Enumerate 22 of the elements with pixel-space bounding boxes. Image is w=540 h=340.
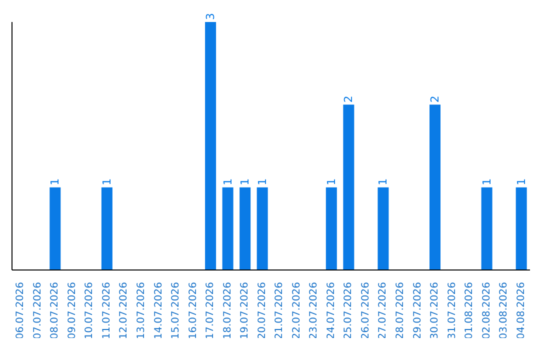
data-label: 2 xyxy=(428,96,442,103)
data-label: 1 xyxy=(100,178,114,186)
x-tick-label: 10.07.2026 xyxy=(84,282,96,340)
x-tick-label: 14.07.2026 xyxy=(153,282,164,340)
data-label: 1 xyxy=(221,178,234,186)
data-label: 1 xyxy=(376,178,390,186)
data-label: 1 xyxy=(256,178,269,186)
data-label: 3 xyxy=(204,13,218,20)
x-tick-label: 19.07.2026 xyxy=(240,282,251,340)
data-label: 1 xyxy=(514,178,528,186)
data-label: 2 xyxy=(342,96,356,103)
x-tick-label: 15.07.2026 xyxy=(170,282,182,340)
data-label: 1 xyxy=(238,178,252,186)
data-label: 1 xyxy=(480,178,494,186)
x-tick-label: 18.07.2026 xyxy=(222,282,234,340)
x-tick-label: 16.07.2026 xyxy=(188,282,199,340)
x-tick-label: 13.07.2026 xyxy=(136,282,147,340)
data-label: 1 xyxy=(48,178,62,186)
x-tick-label: 11.07.2026 xyxy=(101,282,112,340)
x-tick-label: 12.07.2026 xyxy=(118,282,130,340)
x-tick-label: 17.07.2026 xyxy=(205,282,216,340)
data-label: 1 xyxy=(324,178,338,186)
